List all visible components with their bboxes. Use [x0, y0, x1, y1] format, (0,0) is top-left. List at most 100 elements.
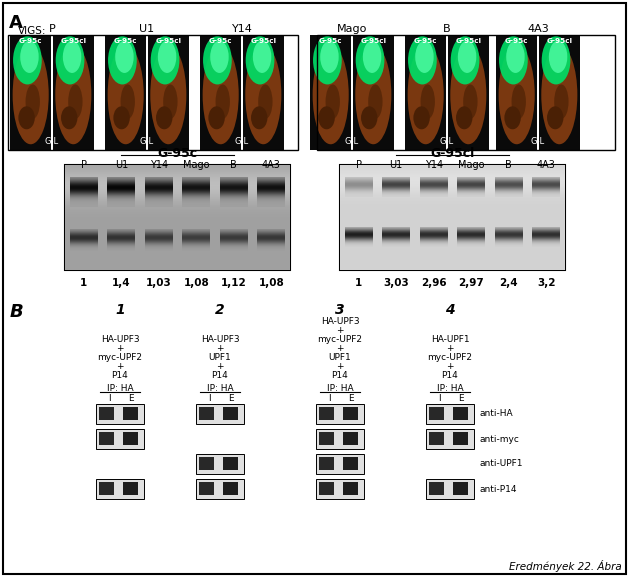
- Bar: [182, 235, 210, 236]
- Bar: [420, 177, 448, 178]
- Bar: [65, 183, 290, 184]
- Text: 2,97: 2,97: [459, 278, 484, 288]
- Bar: [340, 224, 565, 225]
- Bar: [123, 407, 138, 420]
- Bar: [340, 242, 565, 243]
- Bar: [70, 186, 98, 187]
- Bar: [182, 246, 210, 247]
- Bar: [65, 198, 290, 199]
- Bar: [345, 182, 373, 183]
- Bar: [70, 240, 98, 241]
- Bar: [65, 220, 290, 221]
- Bar: [220, 191, 248, 192]
- Ellipse shape: [115, 41, 134, 73]
- Bar: [382, 191, 410, 192]
- Bar: [257, 246, 286, 247]
- Bar: [340, 214, 565, 215]
- Bar: [145, 232, 173, 233]
- Ellipse shape: [108, 36, 136, 84]
- Bar: [382, 195, 410, 196]
- Bar: [340, 251, 565, 252]
- Bar: [145, 200, 173, 201]
- Bar: [345, 190, 373, 191]
- Ellipse shape: [203, 46, 239, 144]
- Bar: [340, 209, 565, 210]
- Bar: [65, 179, 290, 180]
- Bar: [494, 180, 523, 181]
- Text: E: E: [348, 394, 353, 403]
- Bar: [182, 188, 210, 189]
- Ellipse shape: [547, 106, 564, 129]
- Bar: [70, 190, 98, 191]
- Text: myc-UPF2: myc-UPF2: [428, 353, 472, 362]
- Bar: [257, 248, 286, 249]
- Bar: [65, 194, 290, 195]
- Text: IP: HA: IP: HA: [437, 384, 464, 393]
- Bar: [340, 203, 565, 204]
- Bar: [382, 185, 410, 186]
- Text: G-L: G-L: [140, 137, 154, 146]
- Bar: [65, 231, 290, 232]
- Bar: [65, 190, 290, 191]
- Bar: [107, 243, 135, 244]
- Bar: [70, 179, 98, 180]
- Bar: [454, 482, 468, 495]
- Bar: [257, 243, 286, 244]
- Bar: [257, 200, 286, 201]
- Text: HA-UPF3: HA-UPF3: [321, 317, 359, 326]
- Bar: [420, 238, 448, 239]
- Bar: [123, 432, 138, 445]
- Bar: [345, 232, 373, 233]
- Bar: [107, 179, 135, 180]
- Bar: [340, 228, 565, 229]
- Text: G-95c: G-95c: [157, 147, 198, 160]
- Bar: [340, 262, 565, 263]
- Bar: [65, 173, 290, 174]
- Bar: [320, 407, 334, 420]
- Ellipse shape: [318, 106, 335, 129]
- Bar: [494, 234, 523, 235]
- Bar: [70, 230, 98, 231]
- Bar: [340, 166, 565, 167]
- Bar: [65, 182, 290, 183]
- Bar: [382, 234, 410, 235]
- Bar: [107, 246, 135, 247]
- Bar: [182, 193, 210, 194]
- Bar: [70, 250, 98, 251]
- Bar: [340, 263, 565, 264]
- Bar: [457, 228, 486, 229]
- Ellipse shape: [210, 41, 229, 73]
- Bar: [345, 238, 373, 239]
- Bar: [532, 189, 560, 190]
- Bar: [220, 194, 248, 195]
- Bar: [65, 238, 290, 239]
- Bar: [65, 192, 290, 193]
- Bar: [257, 204, 286, 205]
- Bar: [65, 189, 290, 190]
- Text: G-L: G-L: [345, 137, 359, 146]
- Bar: [426, 479, 474, 499]
- Bar: [345, 188, 373, 189]
- Text: 1,12: 1,12: [221, 278, 247, 288]
- Bar: [65, 181, 290, 182]
- Bar: [70, 243, 98, 244]
- Bar: [494, 195, 523, 196]
- Ellipse shape: [368, 84, 382, 119]
- Text: VIGS:: VIGS:: [18, 26, 47, 36]
- Bar: [53, 35, 94, 150]
- Bar: [420, 194, 448, 195]
- Text: P14: P14: [111, 371, 128, 380]
- Bar: [382, 187, 410, 188]
- Bar: [65, 263, 290, 264]
- Bar: [340, 223, 565, 224]
- Bar: [532, 194, 560, 195]
- Bar: [107, 248, 135, 249]
- Ellipse shape: [415, 41, 433, 73]
- Text: G-95cl: G-95cl: [547, 38, 572, 44]
- Text: G-L: G-L: [45, 137, 59, 146]
- Bar: [65, 212, 290, 213]
- Ellipse shape: [113, 106, 130, 129]
- Bar: [65, 233, 290, 234]
- Bar: [145, 197, 173, 198]
- Bar: [340, 199, 565, 200]
